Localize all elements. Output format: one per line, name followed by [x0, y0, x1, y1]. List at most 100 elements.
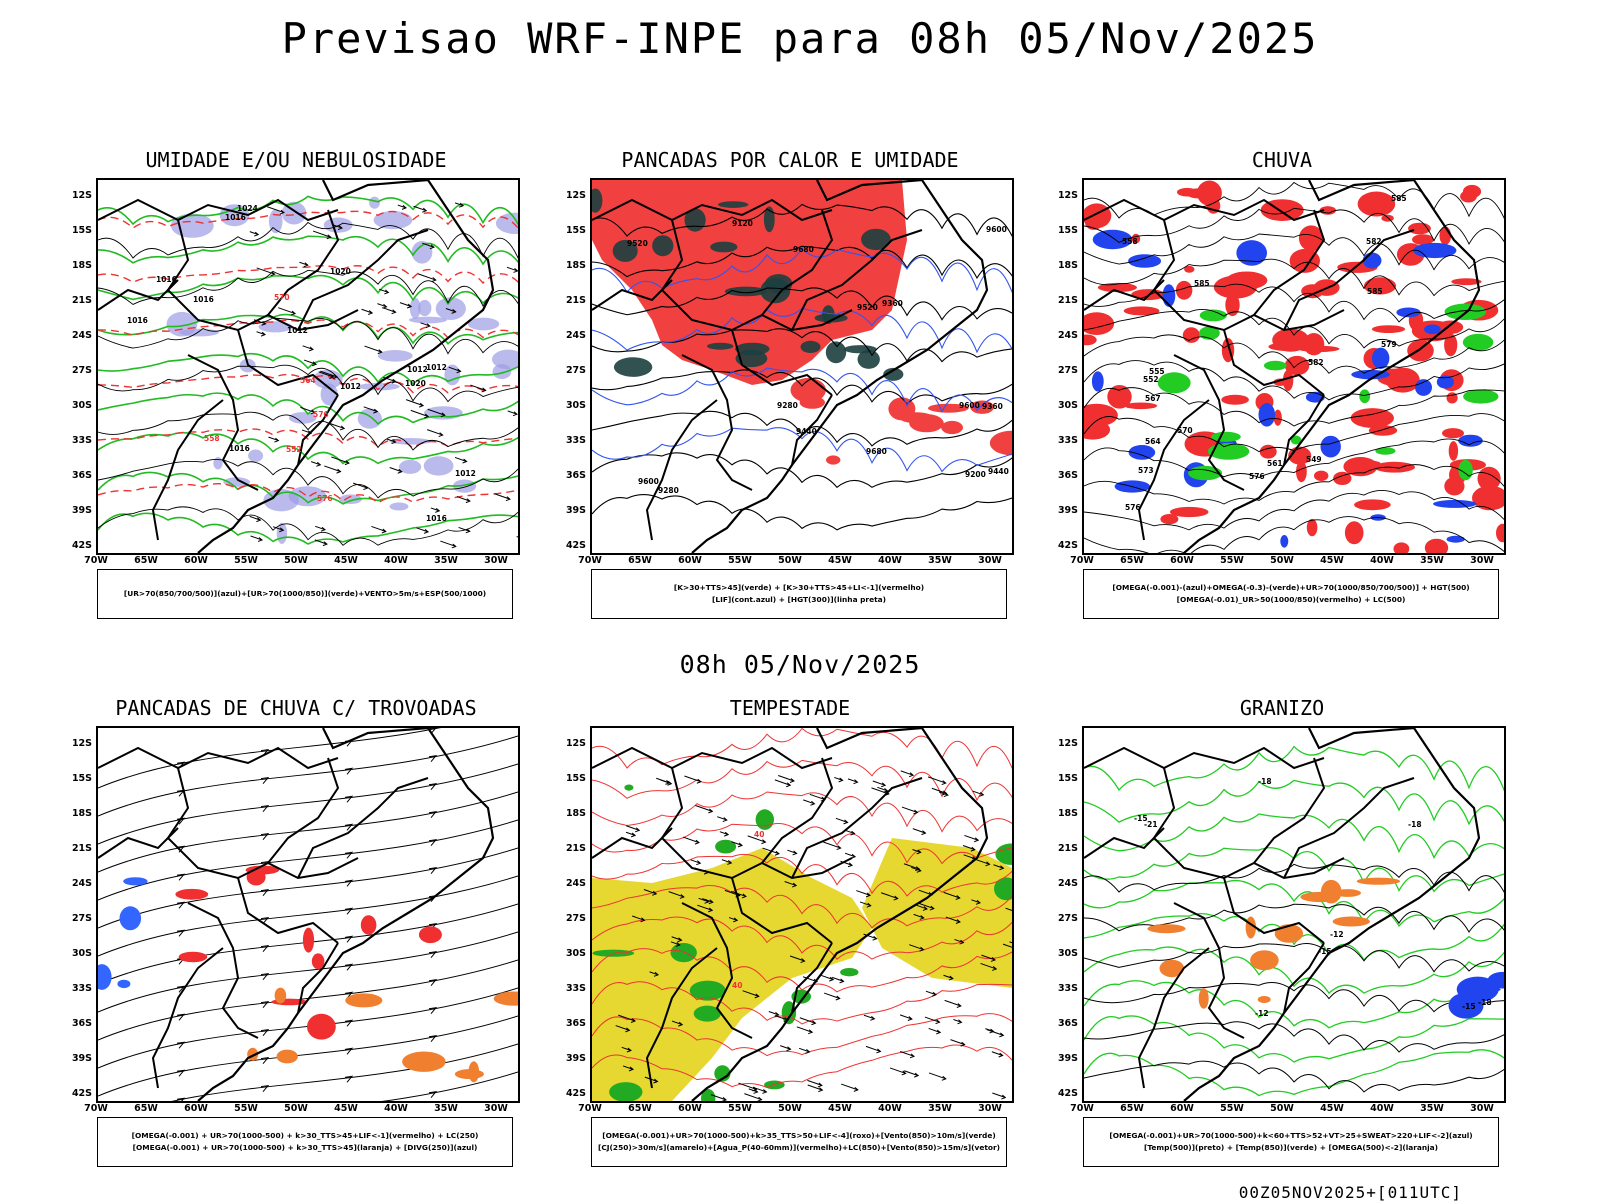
state-border: [1283, 942, 1325, 1014]
lon-tick-label: 70W: [1070, 555, 1094, 566]
lat-tick-label: 15S: [565, 773, 586, 784]
wind-vector: [774, 779, 791, 786]
streamline-arrow: [428, 811, 438, 819]
field-blob: [1362, 252, 1382, 269]
contour-line: [592, 367, 1012, 413]
field-blob: [1332, 916, 1370, 927]
lon-tick-label: 60W: [1170, 1103, 1194, 1114]
field-blob: [707, 342, 734, 350]
wind-vector: [789, 955, 805, 962]
wind-vector: [448, 366, 461, 372]
lat-tick-label: 18S: [1057, 260, 1078, 271]
contour-label: 1016: [225, 213, 246, 222]
field-blob: [493, 991, 518, 1006]
wind-vector: [719, 831, 729, 836]
wind-vector: [312, 230, 331, 238]
contour-line: [1084, 1015, 1504, 1063]
lon-tick-label: 60W: [184, 1103, 208, 1114]
contour-label: 9280: [658, 486, 679, 495]
field-blob: [710, 241, 738, 253]
lon-tick-label: 30W: [484, 1103, 508, 1114]
contour-line: [1084, 181, 1504, 219]
state-border: [151, 399, 224, 541]
wind-vector: [865, 1045, 881, 1052]
wind-vector: [671, 1020, 683, 1026]
lat-tick-label: 36S: [1057, 470, 1078, 481]
field-blob: [1444, 333, 1458, 357]
state-border: [1283, 777, 1415, 879]
lat-tick-label: 18S: [71, 808, 92, 819]
lon-tick-label: 35W: [434, 1103, 458, 1114]
lon-tick-label: 60W: [678, 1103, 702, 1114]
lat-tick-label: 12S: [565, 190, 586, 201]
lat-tick-label: 21S: [1057, 843, 1078, 854]
contour-label: 576: [317, 494, 333, 503]
wind-vector: [971, 899, 981, 904]
lat-tick-label: 39S: [565, 1053, 586, 1064]
field-blob: [790, 377, 826, 403]
field-blob: [1372, 347, 1390, 369]
lon-tick-label: 30W: [978, 1103, 1002, 1114]
field-blob: [492, 349, 518, 370]
contour-label: 564: [1145, 437, 1161, 446]
wind-vector: [695, 805, 713, 812]
legend-line: [OMEGA(-0.001) + UR>70(1000-500) + k>30_…: [132, 1143, 478, 1152]
state-border: [592, 827, 673, 859]
streamline-arrow: [176, 1041, 186, 1049]
wind-vector: [742, 990, 759, 997]
field-blob: [609, 1082, 643, 1101]
contour-line: [98, 411, 518, 451]
field-blob: [323, 217, 353, 233]
lon-tick-label: 60W: [184, 555, 208, 566]
contour-line: [1084, 413, 1504, 453]
field-blob: [1314, 470, 1329, 481]
streamline: [171, 1043, 518, 1101]
lat-tick-label: 36S: [71, 1018, 92, 1029]
field-blob: [1458, 459, 1473, 481]
contour-label: 9600: [638, 477, 659, 486]
streamline: [98, 847, 518, 929]
wind-vector: [909, 944, 924, 951]
state-border: [151, 947, 224, 1089]
state-border: [1084, 746, 1325, 770]
streamline-arrow: [344, 1075, 354, 1083]
field-blob: [826, 455, 841, 465]
wind-vector: [318, 371, 334, 378]
field-blob: [1371, 325, 1406, 333]
contour-line: [98, 458, 518, 499]
wind-vector: [420, 322, 431, 327]
panel-legend: [OMEGA(-0.001)+UR>70(1000-500)+k<60+TTS>…: [1083, 1117, 1499, 1167]
field-blob: [1211, 431, 1241, 442]
wind-vector: [702, 898, 713, 903]
wind-vector: [841, 1083, 859, 1091]
wind-vector: [389, 467, 402, 473]
wind-vector: [991, 1051, 1003, 1056]
streamline-arrow: [260, 916, 270, 924]
streamline-arrow: [176, 929, 186, 937]
lat-tick-label: 21S: [71, 843, 92, 854]
legend-line: [LIF](cont.azul) + [HGT(300)](linha pret…: [712, 595, 886, 604]
contour-line: [98, 506, 518, 546]
field-blob: [1460, 190, 1477, 203]
field-blob: [1446, 535, 1465, 543]
legend-line: [CJ(250)>30m/s](amarelo)+[Agua_P(40-60mm…: [598, 1143, 1000, 1152]
lat-tick-label: 39S: [71, 505, 92, 516]
contour-label: 9520: [857, 303, 878, 312]
contour-label: 570: [274, 293, 290, 302]
lat-tick-label: 12S: [1057, 190, 1078, 201]
streamline-arrow: [428, 1035, 438, 1043]
field-blob: [652, 235, 674, 257]
lon-tick-label: 40W: [878, 1103, 902, 1114]
wind-vector: [931, 787, 947, 794]
field-blob: [467, 317, 500, 331]
contour-line: [592, 1013, 1012, 1057]
state-border: [1223, 877, 1325, 944]
field-blob: [373, 211, 413, 230]
lat-tick-label: 30S: [565, 948, 586, 959]
state-border: [592, 279, 673, 311]
field-blob: [1199, 309, 1227, 322]
wind-vector: [621, 1046, 632, 1051]
wind-vector: [863, 933, 877, 940]
contour-label: -15: [1462, 1002, 1476, 1011]
field-blob: [1350, 408, 1394, 428]
